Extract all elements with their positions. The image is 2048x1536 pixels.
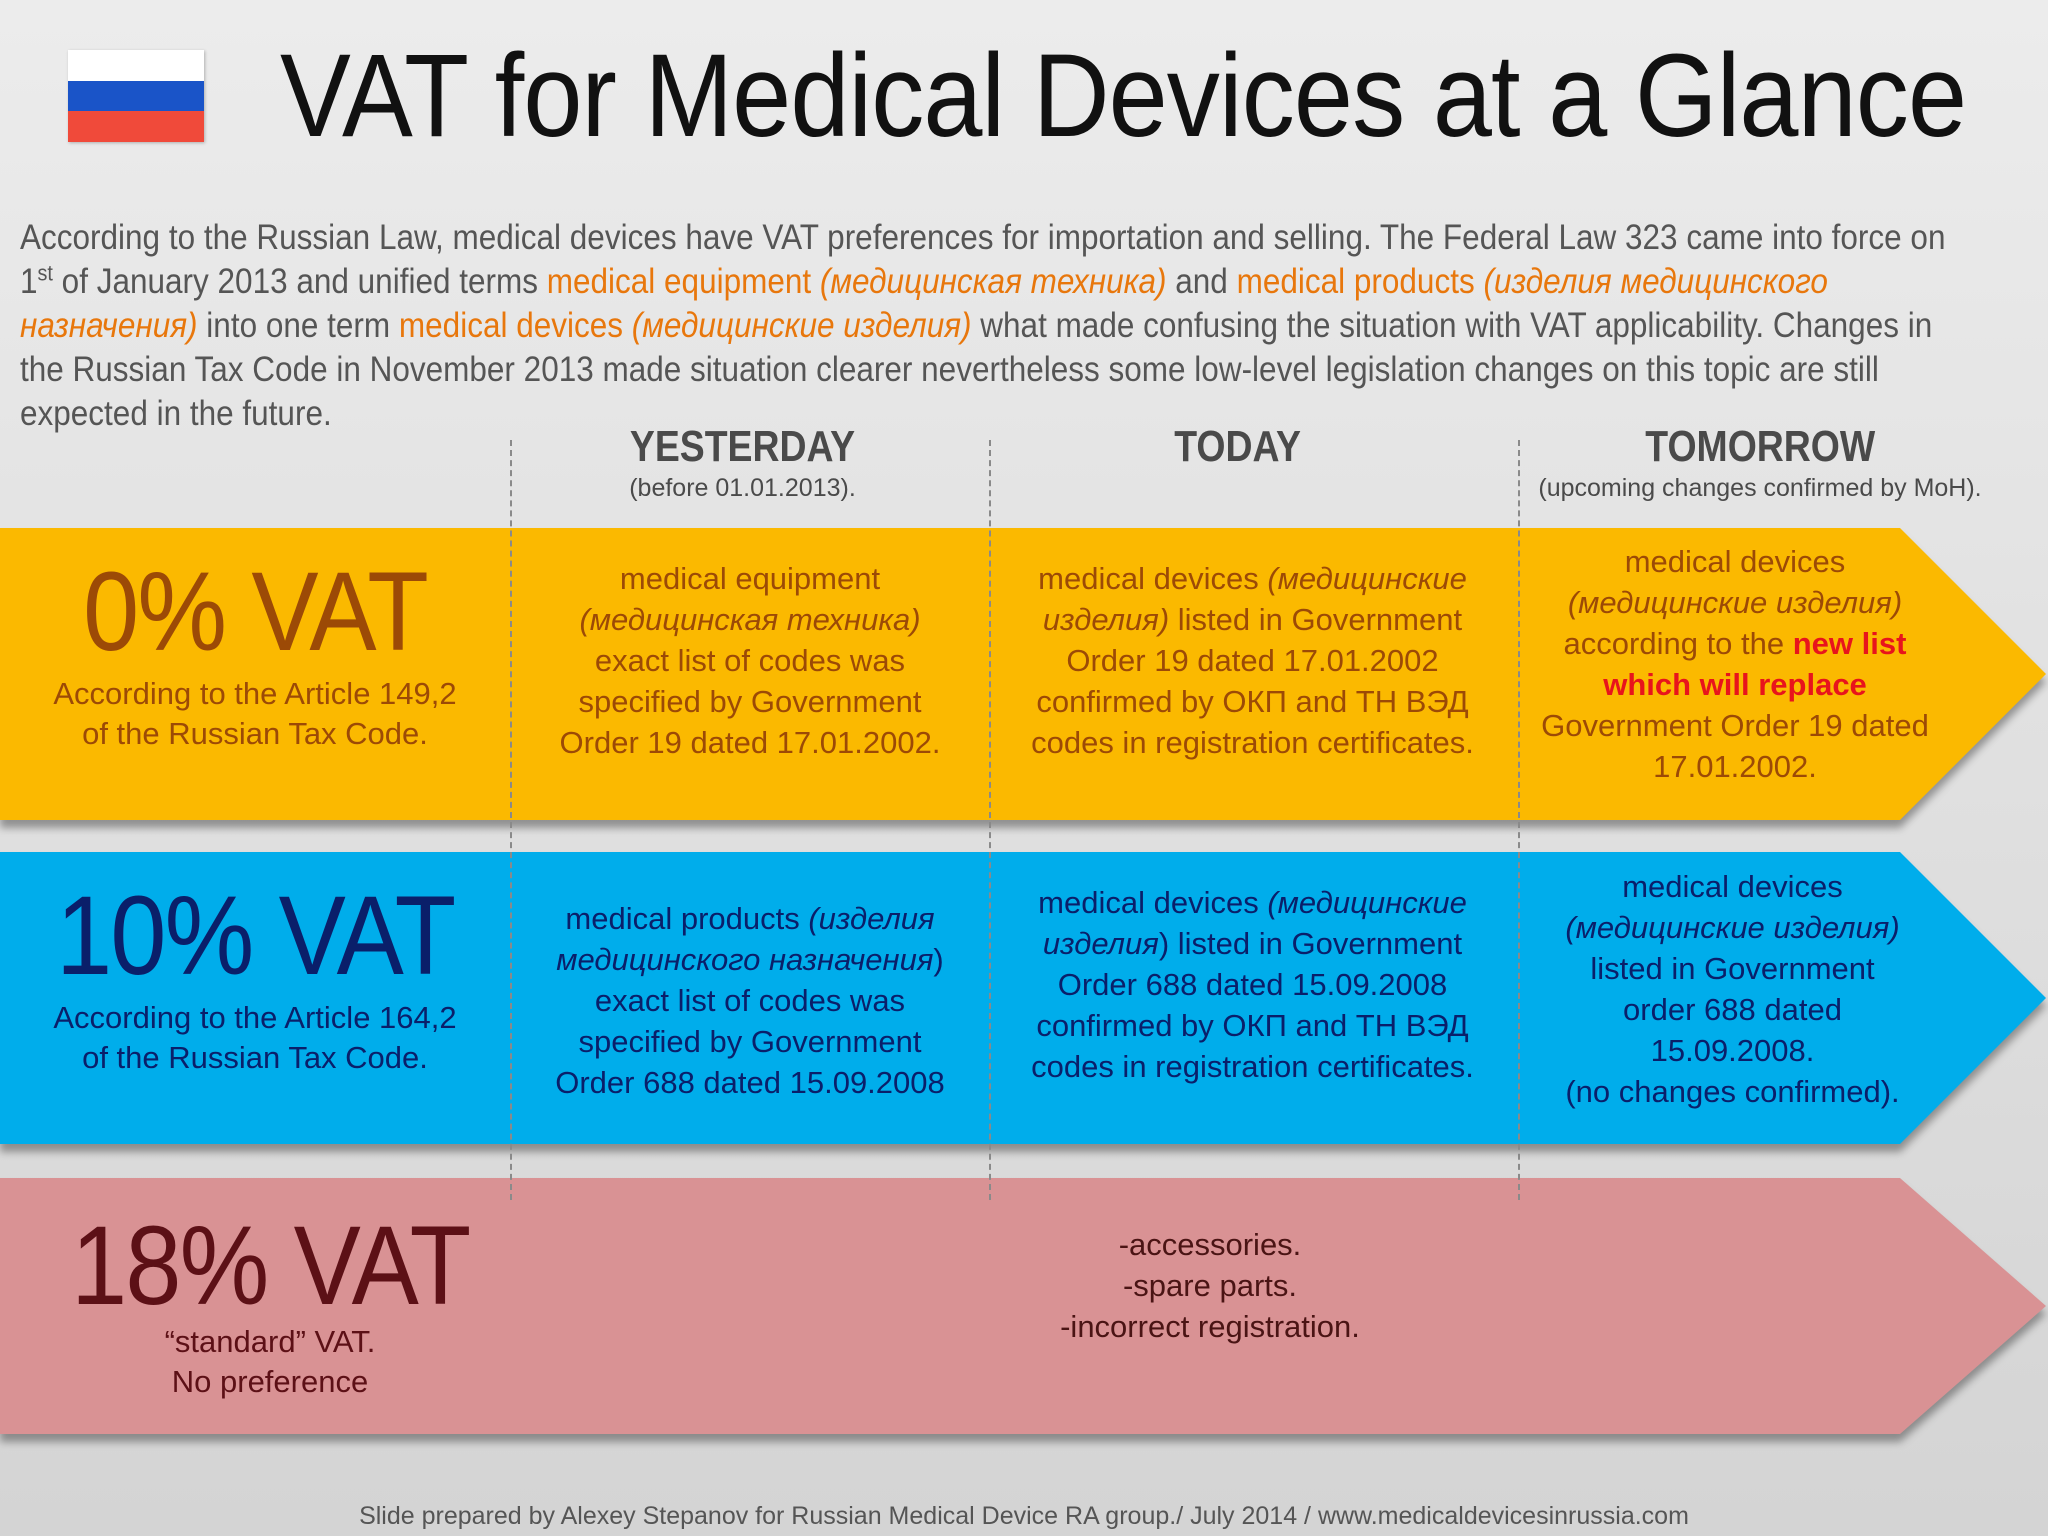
column-heading-tomorrow: TOMORROW — [1645, 422, 1875, 471]
cell-line: (медицинские изделия) — [1565, 910, 1900, 945]
column-tomorrow: TOMORROW (upcoming changes confirmed by … — [1515, 422, 2005, 503]
cell-line: specified by Government — [578, 1024, 922, 1059]
column-sub-yesterday: (before 01.01.2013). — [629, 474, 856, 502]
cell-line: confirmed by ОКП and ТН ВЭД — [1036, 684, 1469, 719]
page-title: VAT for Medical Devices at a Glance — [280, 30, 1967, 162]
column-divider — [989, 440, 991, 1200]
column-heading-today: TODAY — [1174, 422, 1301, 471]
rate-ten-note-line: of the Russian Tax Code. — [82, 1040, 428, 1075]
cell-line: Order 19 dated 17.01.2002 — [1066, 643, 1439, 678]
cell-line: 15.09.2008. — [1650, 1033, 1815, 1068]
cell-line: specified by Government — [578, 684, 922, 719]
rate-eighteen-note-line: “standard” VAT. — [164, 1324, 376, 1359]
cell-line: Government Order 19 dated — [1541, 708, 1929, 743]
column-sub-tomorrow: (upcoming changes confirmed by MoH). — [1538, 474, 1982, 502]
footer-credit: Slide prepared by Alexey Stepanov for Ru… — [359, 1502, 1689, 1530]
column-divider — [510, 440, 512, 1200]
rate-ten-label: 10% VAT — [55, 873, 456, 998]
cell-line: according to the new list — [1563, 626, 1907, 661]
cell-line: listed in Government — [1590, 951, 1875, 986]
cell-eighteen-items: -accessories. -spare parts. -incorrect r… — [1010, 1224, 1410, 1347]
cell-line: Order 19 dated 17.01.2002. — [559, 725, 941, 760]
rate-zero-note: According to the Article 149,2 of the Ru… — [0, 674, 510, 754]
column-yesterday: YESTERDAY (before 01.01.2013). — [510, 422, 975, 503]
cell-zero-today: medical devices (медицинские изделия) li… — [1000, 558, 1505, 763]
cell-line: order 688 dated — [1623, 992, 1842, 1027]
russia-flag-icon — [68, 50, 204, 143]
cell-line: Order 688 dated 15.09.2008 — [555, 1065, 945, 1100]
cell-line: медицинского назначения) — [556, 942, 944, 977]
cell-ten-tomorrow: medical devices (медицинские изделия) li… — [1525, 866, 1940, 1112]
cell-line: (медицинские изделия) — [1567, 585, 1903, 620]
cell-zero-yesterday: medical equipment (медицинская техника) … — [520, 558, 980, 763]
cell-line: (no changes confirmed). — [1565, 1074, 1900, 1109]
cell-line: Order 688 dated 15.09.2008 — [1057, 967, 1448, 1002]
intro-paragraph: According to the Russian Law, medical de… — [20, 218, 1946, 433]
cell-line: codes in registration certificates. — [1031, 1049, 1474, 1084]
cell-line: exact list of codes was — [594, 983, 906, 1018]
rate-eighteen-note: “standard” VAT. No preference — [0, 1322, 540, 1402]
band-eighteen-vat — [0, 1178, 2048, 1434]
cell-line: medical devices (медицинские — [1038, 561, 1467, 596]
cell-line: medical devices (медицинские — [1038, 885, 1467, 920]
cell-line: exact list of codes was — [594, 643, 906, 678]
list-item: -incorrect registration. — [1060, 1309, 1360, 1344]
rate-ten-note-line: According to the Article 164,2 — [53, 1000, 457, 1035]
cell-line: medical equipment — [619, 561, 881, 596]
cell-line: which will replace — [1603, 667, 1867, 702]
rate-zero-note-line: of the Russian Tax Code. — [82, 716, 428, 751]
rate-ten: 10% VAT According to the Article 164,2 o… — [0, 880, 510, 1078]
rate-ten-note: According to the Article 164,2 of the Ru… — [0, 998, 510, 1078]
list-item: -spare parts. — [1122, 1268, 1297, 1303]
column-today: TODAY — [990, 422, 1485, 472]
rate-eighteen-note-line: No preference — [171, 1364, 369, 1399]
cell-line: codes in registration certificates. — [1031, 725, 1474, 760]
column-divider — [1518, 440, 1520, 1200]
list-item: -accessories. — [1118, 1227, 1302, 1262]
cell-line: 17.01.2002. — [1653, 749, 1817, 784]
rate-zero: 0% VAT According to the Article 149,2 of… — [0, 556, 510, 754]
cell-line: medical products (изделия — [565, 901, 935, 936]
column-heading-yesterday: YESTERDAY — [629, 422, 856, 471]
rate-zero-note-line: According to the Article 149,2 — [53, 676, 457, 711]
rate-eighteen-label: 18% VAT — [70, 1203, 471, 1328]
rate-eighteen: 18% VAT “standard” VAT. No preference — [0, 1210, 540, 1402]
cell-line: medical devices — [1622, 869, 1843, 904]
cell-line: confirmed by ОКП and ТН ВЭД — [1036, 1008, 1469, 1043]
cell-ten-today: medical devices (медицинские изделия) li… — [1000, 882, 1505, 1087]
cell-zero-tomorrow: medical devices (медицинские изделия) ac… — [1525, 541, 1945, 787]
cell-line: изделия) listed in Government — [1042, 926, 1463, 961]
cell-line: изделия) listed in Government — [1042, 602, 1463, 637]
cell-line: medical devices — [1624, 544, 1846, 579]
rate-zero-label: 0% VAT — [83, 549, 429, 674]
cell-line: (медицинская техника) — [579, 602, 921, 637]
cell-ten-yesterday: medical products (изделия медицинского н… — [520, 898, 980, 1103]
